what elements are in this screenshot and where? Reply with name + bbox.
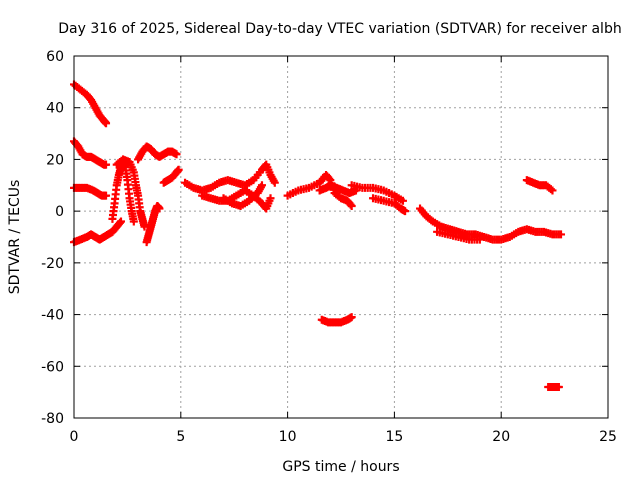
- y-tick-label: -60: [41, 359, 64, 375]
- series-arc-13: [283, 170, 356, 210]
- y-tick-label: -20: [41, 256, 64, 272]
- data-point: [557, 230, 566, 239]
- x-tick-label: 15: [385, 429, 403, 445]
- data-point: [401, 207, 410, 216]
- series-arc-4: [70, 217, 125, 247]
- series-arc-12: [219, 181, 266, 210]
- data-point: [102, 160, 111, 169]
- data-point: [554, 382, 563, 391]
- series-arc-15: [347, 181, 407, 205]
- axis-ticks: 0 5 10 15 20 25 -80 -60 -40 -20 0 20 40 60: [41, 49, 617, 445]
- series-arc-1: [70, 80, 111, 128]
- series-arc-7: [134, 142, 181, 164]
- series-arc-10: [181, 160, 279, 195]
- data-point: [257, 181, 266, 190]
- series-arc-18: [433, 227, 484, 244]
- series-arc-6: [112, 155, 149, 231]
- series-arc-19: [522, 176, 557, 195]
- data-point: [129, 217, 138, 226]
- x-axis-label: GPS time / hours: [282, 459, 399, 475]
- series-arc-3: [70, 183, 111, 200]
- data-point: [398, 196, 407, 205]
- plot-frame: [73, 55, 609, 419]
- series-arc-8: [142, 201, 164, 247]
- y-tick-label: -80: [41, 411, 64, 427]
- y-tick-label: 60: [46, 49, 64, 65]
- y-tick-label: 20: [46, 152, 64, 168]
- data-point: [347, 201, 356, 210]
- x-tick-label: 5: [176, 429, 185, 445]
- data-point: [102, 119, 111, 128]
- data-point: [172, 150, 181, 159]
- data-point: [475, 235, 484, 244]
- y-axis-label: SDTVAR / TECUs: [7, 180, 23, 295]
- data-point: [116, 217, 125, 226]
- series-arc-9: [159, 165, 183, 187]
- series-arc-2: [70, 137, 111, 169]
- series-arc-17: [416, 204, 566, 244]
- data-point: [270, 178, 279, 187]
- series-arc-16: [369, 194, 410, 216]
- series-arc-21: [544, 382, 563, 391]
- data-point: [174, 165, 183, 174]
- grid-lines: [74, 56, 608, 418]
- y-tick-label: 0: [55, 204, 64, 220]
- y-tick-label: 40: [46, 101, 64, 117]
- x-tick-label: 25: [599, 429, 617, 445]
- x-tick-label: 10: [279, 429, 297, 445]
- y-tick-label: -40: [41, 308, 64, 324]
- series-arc-20: [317, 313, 356, 327]
- data-point: [155, 204, 164, 213]
- chart-title: Day 316 of 2025, Sidereal Day-to-day VTE…: [58, 21, 621, 37]
- data-point: [548, 186, 557, 195]
- x-tick-label: 20: [492, 429, 510, 445]
- data-point: [102, 191, 111, 200]
- data-point: [347, 313, 356, 322]
- data-point: [266, 194, 275, 203]
- x-tick-label: 0: [70, 429, 79, 445]
- data-series: [70, 80, 566, 391]
